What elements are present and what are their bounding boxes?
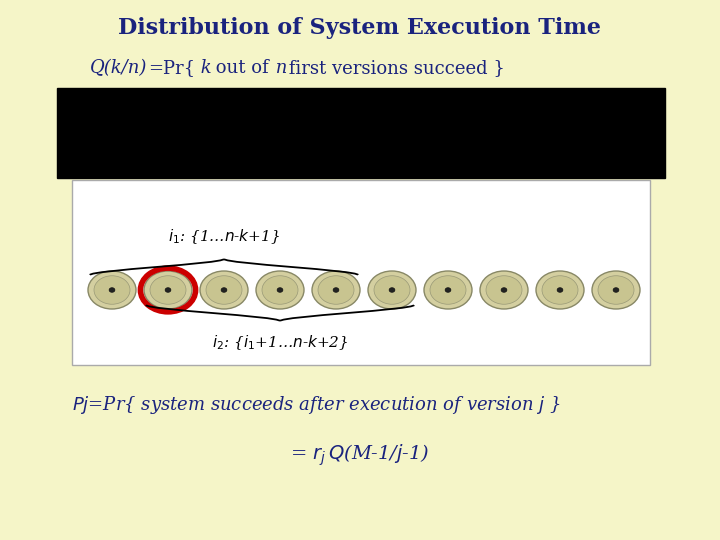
Ellipse shape bbox=[501, 288, 507, 292]
Ellipse shape bbox=[333, 288, 339, 292]
Text: $Pj$=Pr{ system succeeds after execution of version $j$ }: $Pj$=Pr{ system succeeds after execution… bbox=[72, 394, 561, 416]
Ellipse shape bbox=[94, 276, 130, 304]
Text: $i_1$: {1…$n$-$k$+1}: $i_1$: {1…$n$-$k$+1} bbox=[168, 228, 280, 246]
Ellipse shape bbox=[221, 288, 227, 292]
Bar bbox=[57, 88, 665, 178]
Ellipse shape bbox=[598, 276, 634, 304]
Ellipse shape bbox=[277, 288, 283, 292]
Text: Q(k/n): Q(k/n) bbox=[90, 59, 148, 77]
Ellipse shape bbox=[165, 288, 171, 292]
Ellipse shape bbox=[424, 271, 472, 309]
Ellipse shape bbox=[374, 276, 410, 304]
Bar bbox=[72, 180, 650, 365]
Text: k: k bbox=[195, 59, 212, 77]
Ellipse shape bbox=[368, 271, 416, 309]
Ellipse shape bbox=[486, 276, 522, 304]
Ellipse shape bbox=[312, 271, 360, 309]
Ellipse shape bbox=[109, 288, 115, 292]
Ellipse shape bbox=[206, 276, 242, 304]
Ellipse shape bbox=[389, 288, 395, 292]
Ellipse shape bbox=[144, 271, 192, 309]
Text: $i_2$: {$i_1$+1…$n$-$k$+2}: $i_2$: {$i_1$+1…$n$-$k$+2} bbox=[212, 334, 348, 353]
Ellipse shape bbox=[262, 276, 298, 304]
Ellipse shape bbox=[536, 271, 584, 309]
Ellipse shape bbox=[150, 276, 186, 304]
Ellipse shape bbox=[542, 276, 578, 304]
Text: first versions succeed }: first versions succeed } bbox=[283, 59, 505, 77]
Ellipse shape bbox=[557, 288, 563, 292]
Ellipse shape bbox=[88, 271, 136, 309]
Text: = $r_j\,Q$(M-1/$j$-1): = $r_j\,Q$(M-1/$j$-1) bbox=[290, 442, 430, 468]
Text: Distribution of System Execution Time: Distribution of System Execution Time bbox=[119, 17, 601, 39]
Ellipse shape bbox=[445, 288, 451, 292]
Text: =Pr{: =Pr{ bbox=[148, 59, 195, 77]
Ellipse shape bbox=[318, 276, 354, 304]
Ellipse shape bbox=[592, 271, 640, 309]
Ellipse shape bbox=[430, 276, 466, 304]
Ellipse shape bbox=[256, 271, 304, 309]
Text: out of: out of bbox=[210, 59, 269, 77]
Ellipse shape bbox=[480, 271, 528, 309]
Ellipse shape bbox=[200, 271, 248, 309]
Ellipse shape bbox=[613, 288, 619, 292]
Text: n: n bbox=[270, 59, 287, 77]
